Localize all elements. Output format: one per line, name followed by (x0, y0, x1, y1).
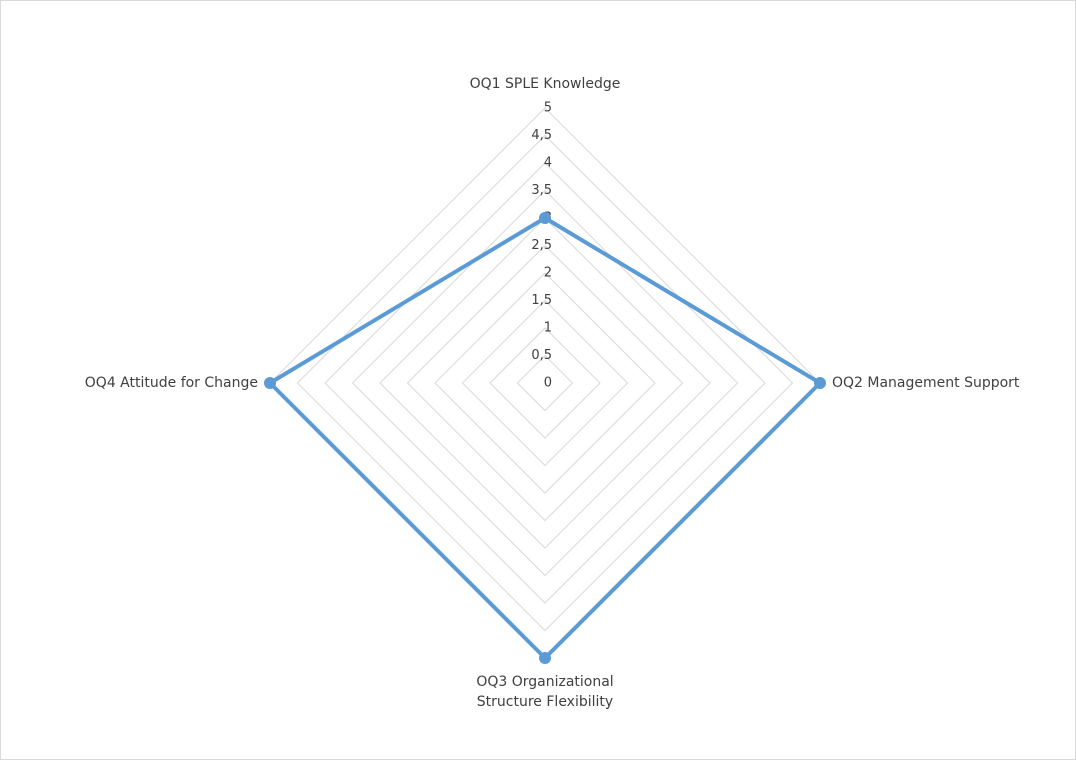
grid-ring (434, 272, 656, 494)
grid-ring (461, 299, 629, 467)
data-point (264, 377, 276, 389)
r-tick-label: 0 (544, 376, 552, 391)
data-point (814, 377, 826, 389)
grid-ring (379, 217, 711, 549)
category-label: OQ2 Management Support (832, 375, 1020, 391)
r-tick-label: 2,5 (531, 238, 552, 253)
r-tick-label: 1 (544, 321, 552, 336)
category-label: OQ4 Attitude for Change (84, 375, 258, 391)
r-tick-label: 1,5 (531, 293, 552, 308)
data-point (539, 212, 551, 224)
grid-ring (489, 327, 601, 439)
grid-ring (516, 354, 574, 412)
r-tick-label: 5 (544, 101, 552, 116)
category-label: OQ1 SPLE Knowledge (469, 76, 621, 92)
grid-ring (351, 189, 739, 577)
r-tick-label: 4 (544, 156, 552, 171)
grid-ring (406, 244, 684, 522)
grid-ring (296, 134, 794, 632)
grid-ring (324, 162, 766, 604)
data-point (539, 652, 551, 664)
r-tick-label: 2 (544, 266, 552, 281)
category-label: OQ3 Organizational Structure Flexibility (476, 674, 614, 710)
r-tick-label: 0,5 (531, 348, 552, 363)
r-tick-label: 4,5 (531, 128, 552, 143)
r-tick-label: 3,5 (531, 183, 552, 198)
